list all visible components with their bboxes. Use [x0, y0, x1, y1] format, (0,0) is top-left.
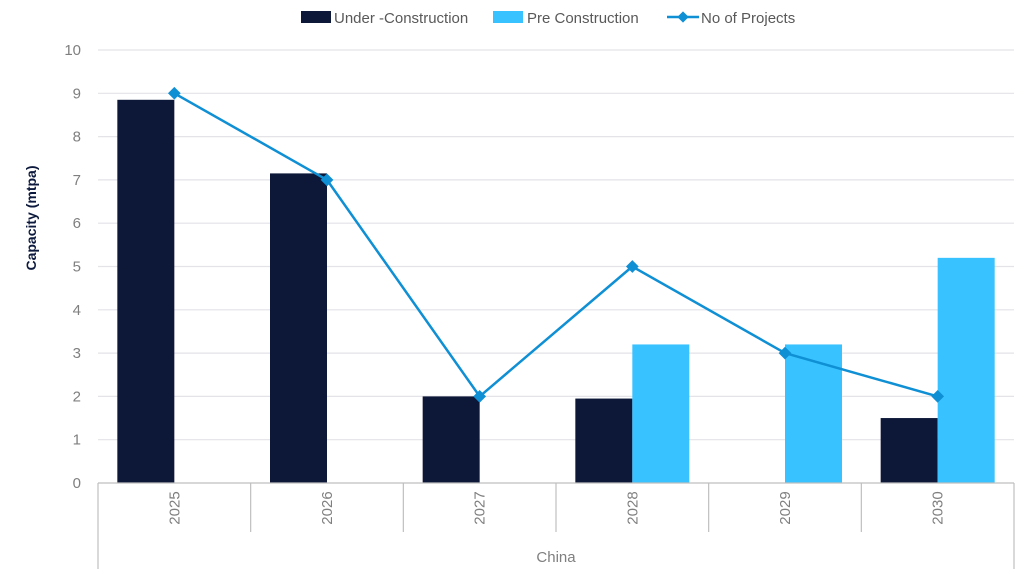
- y-axis-label: Capacity (mtpa): [23, 165, 39, 270]
- y-tick-label: 6: [73, 215, 81, 232]
- bar-under-construction-2028: [575, 398, 633, 483]
- x-tick-label: 2026: [319, 491, 336, 524]
- bar-pre-construction-2030: [937, 257, 995, 483]
- bar-under-construction-2030: [880, 418, 938, 483]
- line-no-of-projects: [173, 92, 939, 398]
- bar-under-construction-2027: [422, 396, 480, 483]
- legend-label-no-of-projects: No of Projects: [701, 10, 795, 27]
- legend-label-under-construction: Under -Construction: [334, 10, 468, 27]
- legend-swatch-under-construction: [301, 11, 331, 23]
- legend-swatch-pre-construction: [493, 11, 523, 23]
- legend-item-no-of-projects: No of Projects: [667, 10, 795, 27]
- legend-item-pre-construction: Pre Construction: [493, 10, 639, 27]
- y-axis-ticks: 0 1 2 3 4 5 6 7 8 9 10: [64, 42, 81, 492]
- gridlines: [98, 49, 1014, 441]
- legend: Under -Construction Pre Construction No …: [301, 10, 795, 27]
- y-tick-label: 1: [73, 432, 81, 449]
- y-tick-label: 7: [73, 172, 81, 189]
- bar-pre-construction-2028: [632, 344, 690, 483]
- x-tick-label: 2025: [166, 491, 183, 524]
- y-tick-label: 5: [73, 259, 81, 276]
- y-tick-label: 10: [64, 42, 81, 59]
- x-group-label: China: [536, 549, 576, 566]
- bar-under-construction-2025: [117, 99, 175, 484]
- x-axis: 2025 2026 2027 2028 2029 2030: [97, 482, 1015, 569]
- x-tick-label: 2027: [472, 491, 489, 524]
- bars: [117, 99, 995, 484]
- x-tick-label: 2028: [624, 491, 641, 524]
- legend-item-under-construction: Under -Construction: [301, 10, 468, 27]
- marker-no-of-projects-2025: [167, 86, 181, 100]
- legend-label-pre-construction: Pre Construction: [527, 10, 639, 27]
- legend-marker-no-of-projects: [677, 11, 689, 23]
- marker-no-of-projects-2027: [473, 390, 487, 403]
- y-tick-label: 2: [73, 388, 81, 405]
- x-tick-label: 2030: [930, 491, 947, 524]
- y-tick-label: 0: [73, 475, 81, 492]
- y-tick-label: 3: [73, 345, 81, 362]
- bar-pre-construction-2029: [785, 344, 842, 483]
- x-tick-label: 2029: [777, 491, 794, 524]
- bar-under-construction-2026: [270, 173, 327, 483]
- y-tick-label: 9: [73, 85, 81, 102]
- y-tick-label: 4: [73, 302, 81, 319]
- y-tick-label: 8: [73, 129, 81, 146]
- marker-no-of-projects-2026: [320, 173, 334, 187]
